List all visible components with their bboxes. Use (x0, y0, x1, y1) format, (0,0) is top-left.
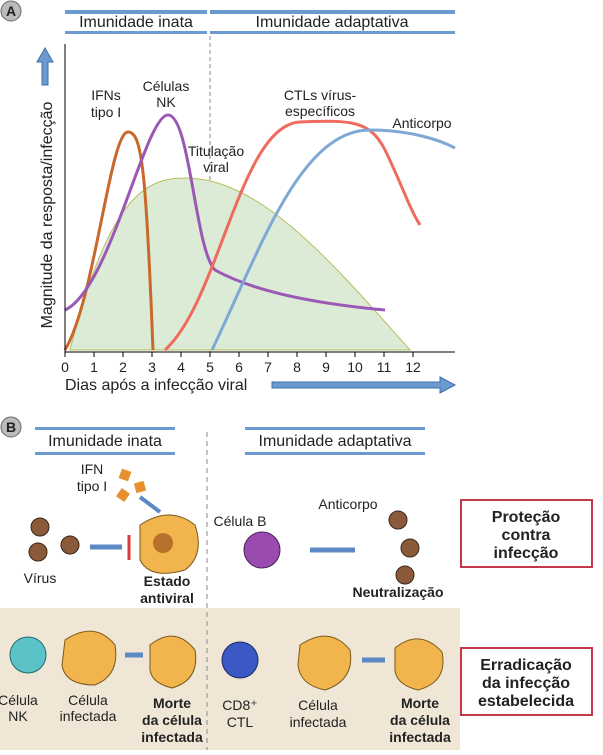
curve-label: viral (203, 159, 229, 175)
ifn (118, 468, 132, 482)
box-text: contra (502, 527, 551, 544)
box-text: Erradicação (480, 657, 572, 674)
label: Célula B (214, 513, 267, 529)
header: Imunidade inata (48, 433, 162, 450)
dying-cell (149, 635, 197, 689)
curve-label: Anticorpo (392, 115, 451, 131)
x-tick-label: 1 (90, 359, 98, 375)
curve-label: Titulação (188, 143, 245, 159)
label: CTL (227, 714, 254, 730)
nk-curve (64, 113, 386, 312)
x-tick-label: 6 (235, 359, 243, 375)
arrow (36, 46, 54, 86)
label: Estado (144, 573, 191, 589)
label: Vírus (24, 570, 57, 586)
nucleus (153, 533, 173, 553)
x-tick-label: 7 (264, 359, 272, 375)
ctl-cell (221, 641, 259, 679)
label: CD8⁺ (222, 697, 257, 713)
dying-cell (394, 638, 444, 691)
ctl-curve (163, 119, 422, 352)
label: Morte (401, 695, 439, 711)
label: NK (8, 708, 28, 724)
header: Imunidade adaptativa (259, 433, 412, 450)
header-bar (35, 452, 175, 455)
curve-label: Células (143, 78, 190, 94)
label: infectada (389, 729, 451, 745)
antibody-curve (210, 128, 456, 351)
cell (61, 630, 117, 686)
box-text: infecção (494, 545, 559, 562)
header-bar (210, 31, 455, 34)
panel-label: B (6, 419, 16, 435)
curve-label: IFNs (91, 87, 121, 103)
label: antiviral (140, 590, 194, 606)
label: tipo I (77, 478, 107, 494)
header-bar (245, 452, 425, 455)
box (460, 647, 593, 716)
header-bar (65, 31, 207, 34)
header: Imunidade inata (79, 14, 193, 31)
ifn (116, 488, 130, 502)
label: Neutralização (352, 584, 443, 600)
virus (388, 510, 420, 585)
label: da célula (390, 712, 450, 728)
panel-badge (0, 416, 22, 438)
header-bar (245, 427, 425, 430)
b-cell (243, 531, 281, 569)
x-tick-label: 0 (61, 359, 69, 375)
arrow (271, 376, 457, 394)
curve-label: tipo I (91, 104, 121, 120)
header-bar (35, 427, 175, 430)
box-text: estabelecida (478, 693, 574, 710)
label: infectada (60, 708, 117, 724)
x-tick-label: 4 (177, 359, 185, 375)
curve-label: específicos (285, 103, 355, 119)
x-tick-label: 2 (119, 359, 127, 375)
x-tick-label: 3 (148, 359, 156, 375)
cell (297, 635, 352, 691)
x-tick-label: 11 (377, 359, 392, 375)
box-text: Proteção (492, 509, 561, 526)
box (460, 499, 593, 568)
nk-cell (9, 636, 47, 674)
header-bar (65, 10, 207, 14)
curve-label: NK (156, 94, 176, 110)
label: Célula (298, 697, 338, 713)
ifn (133, 480, 147, 494)
header: Imunidade adaptativa (256, 14, 409, 31)
box-text: da infecção (482, 675, 570, 692)
ifn-curve (63, 130, 155, 351)
x-tick-label: 5 (206, 359, 214, 375)
arrow (138, 495, 162, 514)
header-bar (210, 10, 455, 14)
panel-label: A (6, 3, 16, 19)
y-axis-title: Magnitude da resposta/infecção (39, 101, 56, 328)
label: infectada (290, 714, 347, 730)
x-tick-label: 12 (405, 359, 421, 375)
x-axis-title: Dias após a infecção viral (65, 377, 247, 394)
panel-badge (0, 0, 22, 22)
viral-area (69, 177, 412, 351)
virus (28, 517, 80, 562)
label: Morte (153, 695, 191, 711)
label: Célula (0, 692, 38, 708)
x-tick-label: 10 (347, 359, 363, 375)
x-tick-label: 9 (322, 359, 330, 375)
curve-label: CTLs vírus- (284, 87, 357, 103)
label: Anticorpo (318, 496, 377, 512)
label: da célula (142, 712, 202, 728)
label: IFN (81, 461, 104, 477)
label: infectada (141, 729, 203, 745)
label: Célula (68, 692, 108, 708)
x-tick-label: 8 (293, 359, 301, 375)
